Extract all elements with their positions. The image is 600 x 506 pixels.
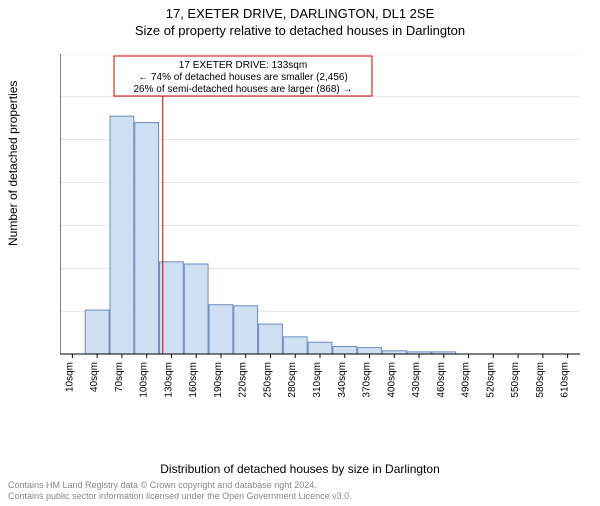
page-title-main: 17, EXETER DRIVE, DARLINGTON, DL1 2SE bbox=[0, 6, 600, 21]
bar bbox=[308, 342, 332, 354]
x-tick-label: 190sqm bbox=[213, 362, 224, 398]
bar bbox=[209, 305, 233, 354]
x-tick-label: 400sqm bbox=[386, 362, 397, 398]
bars bbox=[85, 116, 455, 354]
page-title-sub: Size of property relative to detached ho… bbox=[0, 23, 600, 38]
x-tick-label: 490sqm bbox=[461, 362, 472, 398]
x-tick-label: 430sqm bbox=[411, 362, 422, 398]
footer-attribution: Contains HM Land Registry data © Crown c… bbox=[8, 480, 352, 502]
x-tick-label: 610sqm bbox=[560, 362, 571, 398]
bar bbox=[184, 264, 208, 354]
bar bbox=[234, 306, 258, 354]
annotation-line3: 26% of semi-detached houses are larger (… bbox=[133, 84, 352, 95]
histogram-chart: 020040060080010001200140010sqm40sqm70sqm… bbox=[60, 54, 580, 434]
x-tick-label: 460sqm bbox=[436, 362, 447, 398]
x-tick-label: 250sqm bbox=[262, 362, 273, 398]
bar bbox=[358, 348, 382, 354]
y-axis-label: Number of detached properties bbox=[6, 81, 20, 246]
x-tick-label: 130sqm bbox=[163, 362, 174, 398]
x-tick-label: 70sqm bbox=[114, 362, 125, 392]
annotation-line1: 17 EXETER DRIVE: 133sqm bbox=[179, 60, 307, 71]
x-tick-label: 160sqm bbox=[188, 362, 199, 398]
annotation-line2: ← 74% of detached houses are smaller (2,… bbox=[138, 72, 348, 83]
bar bbox=[259, 324, 283, 354]
x-tick-label: 520sqm bbox=[485, 362, 496, 398]
x-tick-label: 370sqm bbox=[362, 362, 373, 398]
x-tick-label: 100sqm bbox=[139, 362, 150, 398]
x-tick-label: 10sqm bbox=[64, 362, 75, 392]
chart-area: 020040060080010001200140010sqm40sqm70sqm… bbox=[60, 54, 580, 434]
bar bbox=[135, 123, 159, 354]
footer-line1: Contains HM Land Registry data © Crown c… bbox=[8, 480, 352, 491]
x-axis-label: Distribution of detached houses by size … bbox=[0, 462, 600, 476]
x-tick-label: 580sqm bbox=[535, 362, 546, 398]
x-tick-label: 220sqm bbox=[238, 362, 249, 398]
x-tick-label: 340sqm bbox=[337, 362, 348, 398]
bar bbox=[85, 310, 109, 354]
bar bbox=[110, 116, 134, 354]
x-tick-label: 40sqm bbox=[89, 362, 100, 392]
x-tick-label: 280sqm bbox=[287, 362, 298, 398]
x-tick-label: 310sqm bbox=[312, 362, 323, 398]
x-tick-label: 550sqm bbox=[510, 362, 521, 398]
footer-line2: Contains public sector information licen… bbox=[8, 491, 352, 502]
bar bbox=[333, 347, 357, 355]
bar bbox=[283, 337, 307, 354]
